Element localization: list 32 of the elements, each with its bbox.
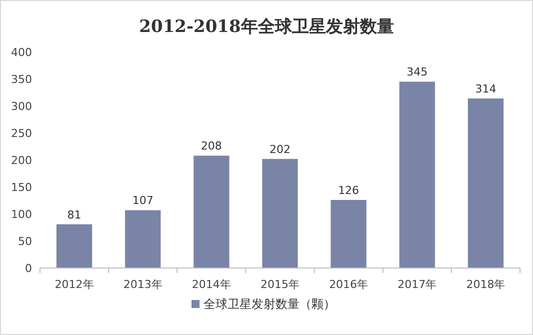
bar [399, 82, 435, 268]
x-tick-label: 2015年 [260, 278, 300, 291]
legend-label: 全球卫星发射数量（颗） [204, 297, 336, 311]
bar [330, 200, 366, 268]
y-tick-label: 150 [11, 181, 32, 194]
y-tick-label: 200 [11, 154, 32, 167]
y-tick-label: 0 [25, 262, 32, 275]
bar [468, 98, 504, 268]
y-tick-label: 400 [11, 46, 32, 59]
bar [194, 156, 230, 268]
x-tick-label: 2012年 [54, 278, 94, 291]
data-label: 314 [475, 82, 496, 96]
data-label: 107 [132, 194, 154, 208]
bar [262, 158, 298, 268]
data-label: 202 [270, 142, 290, 156]
chart-title: 2012-2018年全球卫星发射数量 [139, 17, 394, 37]
data-label: 126 [338, 184, 360, 197]
data-label: 345 [406, 66, 428, 79]
y-tick-label: 50 [18, 235, 32, 248]
x-tick-label: 2017年 [398, 278, 437, 291]
x-tick-label: 2018年 [466, 278, 506, 291]
data-label: 208 [200, 140, 222, 153]
y-tick-label: 350 [11, 73, 32, 86]
x-tick-label: 2016年 [329, 278, 368, 291]
x-tick-label: 2014年 [192, 278, 231, 291]
y-tick-label: 250 [11, 127, 32, 140]
data-label: 81 [67, 208, 82, 222]
x-tick-label: 2013年 [123, 278, 162, 291]
bar [56, 224, 92, 268]
y-tick-label: 300 [11, 100, 32, 113]
bar [125, 210, 161, 268]
y-tick-label: 100 [11, 208, 32, 221]
